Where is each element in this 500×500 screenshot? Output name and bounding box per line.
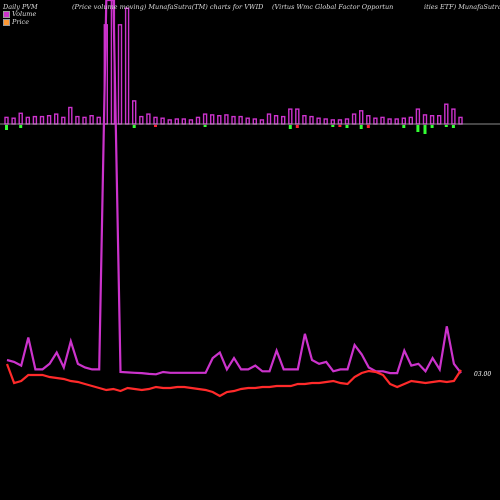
volume-bar xyxy=(387,118,392,125)
volume-direction-bar xyxy=(444,125,448,127)
volume-direction-bar xyxy=(430,125,434,128)
volume-bar xyxy=(259,119,265,125)
chart-header-center-left: (Price volume moving) MunafaSutra(TM) ch… xyxy=(72,3,264,11)
volume-bar xyxy=(273,114,279,125)
volume-bar xyxy=(96,116,101,125)
legend-price: Price xyxy=(3,18,29,26)
volume-direction-bar xyxy=(19,125,23,128)
volume-bar xyxy=(217,114,222,125)
volume-direction-bar xyxy=(154,125,157,127)
volume-line xyxy=(6,0,462,376)
volume-bar xyxy=(224,114,229,125)
volume-bar xyxy=(89,114,94,125)
volume-bar xyxy=(337,119,343,125)
volume-bar xyxy=(61,116,66,125)
volume-bar xyxy=(160,117,165,125)
volume-direction-bar xyxy=(295,125,299,128)
volume-bar xyxy=(323,118,328,125)
volume-bar xyxy=(380,116,385,125)
volume-bars xyxy=(4,0,463,134)
volume-bar xyxy=(209,114,215,125)
volume-bar xyxy=(153,116,158,125)
volume-bar xyxy=(39,115,45,125)
volume-bar xyxy=(295,108,300,125)
volume-bar xyxy=(344,118,350,125)
chart-header-center-right: (Virtus Wmc Global Factor Opportun xyxy=(272,3,394,11)
volume-bar xyxy=(366,114,371,125)
volume-bar xyxy=(245,117,250,125)
legend-volume-label: Volume xyxy=(12,10,37,18)
volume-bar xyxy=(82,116,87,125)
volume-direction-bar xyxy=(402,125,406,128)
volume-bar xyxy=(181,118,187,125)
legend-price-label: Price xyxy=(12,18,30,26)
volume-bar xyxy=(401,117,406,125)
volume-direction-bar xyxy=(359,125,363,129)
volume-direction-bar xyxy=(132,125,136,128)
volume-bar xyxy=(422,114,428,125)
volume-bar xyxy=(188,119,194,125)
volume-bar xyxy=(351,113,357,125)
volume-bar xyxy=(394,118,399,125)
volume-bar xyxy=(167,119,172,125)
volume-bar xyxy=(316,117,321,125)
price-value-label: 03.00 xyxy=(474,371,492,378)
volume-direction-bar xyxy=(5,125,8,130)
volume-bar xyxy=(458,116,463,125)
volume-bar xyxy=(330,119,335,125)
volume-bar xyxy=(288,108,293,125)
volume-bar xyxy=(373,117,378,125)
volume-bar xyxy=(309,115,314,125)
volume-direction-bar xyxy=(345,125,349,128)
volume-bar xyxy=(11,117,16,125)
volume-bar xyxy=(54,113,59,125)
volume-bar xyxy=(46,114,52,125)
volume-direction-bar xyxy=(366,125,370,128)
volume-bar xyxy=(437,114,442,125)
volume-bar xyxy=(174,118,180,125)
volume-bar xyxy=(117,24,123,125)
volume-bar xyxy=(281,115,286,125)
volume-direction-bar xyxy=(203,125,207,127)
volume-bar xyxy=(131,100,137,125)
volume-bar xyxy=(146,113,151,125)
price-line-group xyxy=(5,363,462,398)
volume-bar xyxy=(195,116,201,125)
volume-bar xyxy=(68,106,73,125)
volume-bar xyxy=(408,116,413,125)
volume-bar xyxy=(302,114,307,125)
volume-bar xyxy=(139,115,144,125)
volume-direction-bar xyxy=(338,125,342,127)
legend-price-swatch xyxy=(3,18,10,26)
volume-bar xyxy=(451,108,456,125)
volume-direction-bar xyxy=(416,125,420,132)
chart-header-left: Daily PVM xyxy=(3,3,38,11)
volume-bar xyxy=(18,112,23,125)
price-line xyxy=(5,363,462,398)
volume-bar xyxy=(252,118,258,125)
volume-direction-bar xyxy=(423,125,427,134)
volume-direction-bar xyxy=(451,125,455,128)
volume-bar xyxy=(266,113,272,125)
volume-bar xyxy=(359,110,364,125)
volume-bar xyxy=(444,103,449,125)
volume-bar xyxy=(238,115,243,125)
volume-bar xyxy=(75,115,80,125)
volume-direction-bar xyxy=(331,125,335,127)
volume-bar xyxy=(4,116,9,125)
legend-volume: Volume xyxy=(3,10,36,18)
volume-direction-bar xyxy=(288,125,292,129)
volume-bar xyxy=(32,115,38,125)
volume-bar xyxy=(25,116,30,125)
volume-bar xyxy=(231,115,236,125)
volume-bar xyxy=(124,7,130,125)
volume-bar xyxy=(202,113,208,125)
chart-header-right: ities ETF) MunafaSutra xyxy=(424,3,500,11)
legend-volume-swatch xyxy=(3,10,10,18)
volume-line-group xyxy=(6,0,462,376)
volume-bar xyxy=(415,108,421,125)
volume-bar xyxy=(429,114,435,125)
